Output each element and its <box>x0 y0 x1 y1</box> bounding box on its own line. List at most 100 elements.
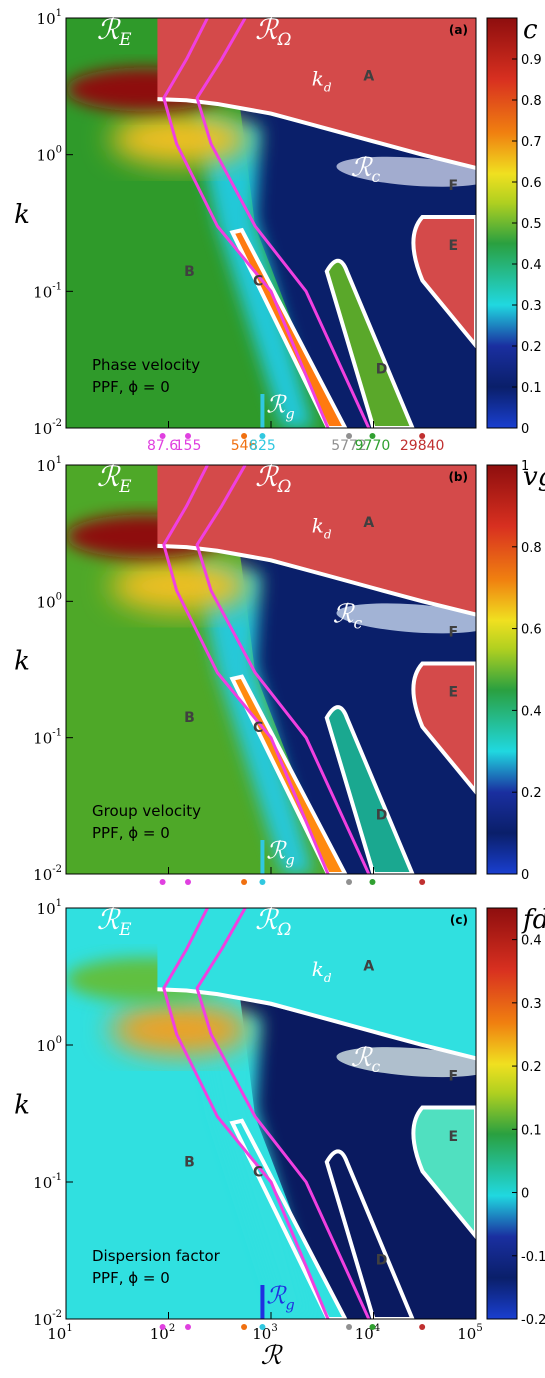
critical-dot <box>159 1324 166 1330</box>
panel-label: (b) <box>448 470 468 484</box>
critical-dot <box>259 1324 266 1330</box>
caption-line2: PPF, ϕ = 0 <box>92 1269 170 1287</box>
RE-curve <box>162 465 330 874</box>
region-label-A: A <box>363 958 374 974</box>
colorbar-tick-label: 0 <box>521 868 529 883</box>
kd-curve <box>157 543 476 617</box>
Rg-label: ℛg <box>266 836 294 868</box>
region-label-C: C <box>253 720 263 736</box>
RE-label: ℛE <box>97 460 132 496</box>
region-label-E: E <box>448 1129 458 1145</box>
region-label-A: A <box>363 68 374 84</box>
critical-dot <box>369 879 376 885</box>
region-label-F: F <box>448 178 458 194</box>
colorbar-tick-label: 0.5 <box>521 217 542 232</box>
kd-curve <box>157 987 476 1061</box>
Rc-label: ℛc <box>351 1043 381 1076</box>
colorbar-tick-label: 1 <box>521 459 529 474</box>
x-tick-label: 104 <box>355 1323 380 1343</box>
colorbar-label: fd <box>521 905 545 935</box>
region-A <box>157 18 476 168</box>
heatmap-body <box>66 908 476 1319</box>
ROmega-curve <box>195 465 371 874</box>
critical-dot <box>241 433 248 439</box>
region-label-D: D <box>376 362 388 378</box>
region-label-E: E <box>448 685 458 701</box>
ROmega-label: ℛΩ <box>255 460 291 496</box>
panel-label: (a) <box>449 23 468 37</box>
colorbar-tick-label: 0.7 <box>521 135 542 150</box>
region-D <box>324 258 415 428</box>
critical-dot <box>241 879 248 885</box>
heatmap-body <box>66 465 476 874</box>
colorbar-tick-label: 0.9 <box>521 53 542 68</box>
critical-dot <box>369 433 376 439</box>
critical-dot <box>185 1324 192 1330</box>
panel-label: (c) <box>450 913 468 927</box>
colorbar: 0 0.1 0.2 0.3 0.4 0.5 0.6 0.7 0.8 0.9 c <box>486 15 542 437</box>
Rg-marker <box>260 840 265 874</box>
region-label-B: B <box>184 1154 195 1170</box>
critical-reynolds-label: 546 <box>231 438 258 454</box>
y-tick-label: 100 <box>37 145 62 165</box>
region-E <box>411 1105 476 1240</box>
y-axis-label: k <box>14 1091 30 1121</box>
colorbar-tick-label: 0 <box>521 422 529 437</box>
y-tick-label: 100 <box>37 1035 62 1055</box>
colorbar-tick-label: 0.2 <box>521 786 542 801</box>
colorbar-tick-label: 0.3 <box>521 299 542 314</box>
x-tick-label: 103 <box>252 1323 277 1343</box>
colorbar-gradient <box>486 464 518 875</box>
colorbar-tick-label: 0.2 <box>521 340 542 355</box>
ROmega-curve <box>195 908 371 1319</box>
colorbar-tick-label: 0.8 <box>521 541 542 556</box>
Rg-label: ℛg <box>266 390 294 422</box>
colorbar-tick-label: -0.1 <box>521 1250 545 1265</box>
colorbar: -0.2 -0.1 0 0.1 0.2 0.3 0.4fd <box>486 905 545 1328</box>
region-label-C: C <box>253 1164 263 1180</box>
colorbar-label: c <box>523 15 538 45</box>
critical-dot <box>259 433 266 439</box>
ROmega-curve <box>195 18 371 428</box>
y-tick-label: 10-1 <box>33 281 62 301</box>
warm-band <box>110 1003 251 1056</box>
y-axis-label: k <box>14 200 30 230</box>
y-tick-label: 10-2 <box>33 1309 62 1329</box>
colorbar-tick-label: 0.4 <box>521 934 542 949</box>
y-tick-label: 10-2 <box>33 864 62 884</box>
critical-dot <box>346 1324 353 1330</box>
Rg-label: ℛg <box>266 1281 294 1313</box>
critical-reynolds-label: 9770 <box>355 438 391 454</box>
y-axis-label: k <box>14 647 30 677</box>
critical-reynolds-label: 825 <box>249 438 276 454</box>
panel-2: A B C D E F ℛE ℛΩ kd ℛc ℛg (b) Group velocity PPF, ϕ … <box>14 455 545 885</box>
caption-line2: PPF, ϕ = 0 <box>92 824 170 842</box>
critical-dot <box>185 879 192 885</box>
critical-dot <box>419 433 426 439</box>
region-A <box>157 465 476 615</box>
region-label-B: B <box>184 264 195 280</box>
caption-line1: Phase velocity <box>92 356 200 374</box>
y-tick-label: 10-2 <box>33 418 62 438</box>
colorbar-label: vg <box>523 462 545 492</box>
region-label-F: F <box>448 625 458 641</box>
colorbar-gradient <box>486 907 518 1320</box>
RE-label: ℛE <box>97 903 132 939</box>
critical-reynolds-label: 5772 <box>331 438 367 454</box>
colorbar-tick-label: -0.2 <box>521 1313 545 1328</box>
colorbar-tick-label: 0.6 <box>521 176 542 191</box>
y-tick-label: 10-1 <box>33 728 62 748</box>
region-D <box>324 705 415 874</box>
critical-reynolds-label: 87.6 <box>147 438 178 454</box>
deep-region <box>240 107 476 428</box>
colorbar-tick-label: 0.4 <box>521 704 542 719</box>
kd-label: kd <box>312 67 332 95</box>
region-label-D: D <box>376 808 388 824</box>
critical-dot <box>241 1324 248 1330</box>
Rc-label: ℛc <box>351 153 381 186</box>
critical-dot <box>419 1324 426 1330</box>
region-label-E: E <box>448 238 458 254</box>
colorbar-tick-label: 0.1 <box>521 381 542 396</box>
